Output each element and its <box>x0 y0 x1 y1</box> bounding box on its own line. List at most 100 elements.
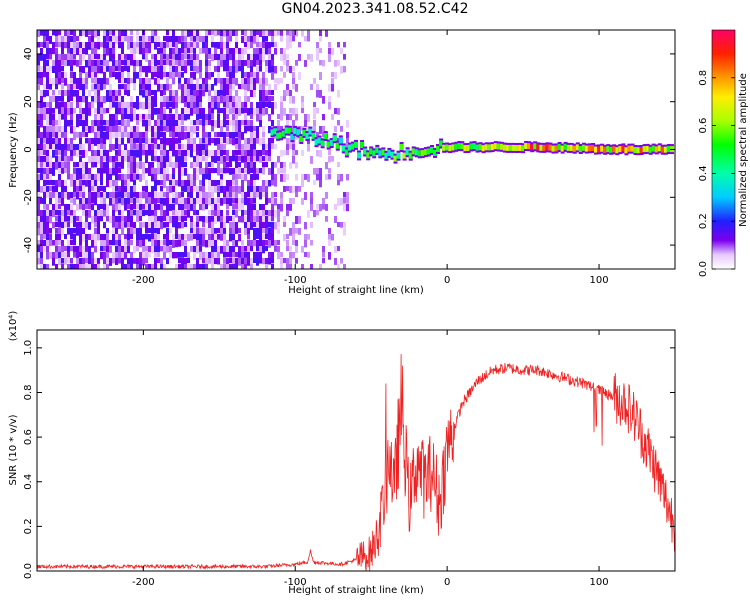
spectrogram-cell <box>217 186 220 192</box>
spectrogram-cell <box>229 156 232 163</box>
spectrogram-cell <box>127 78 130 86</box>
spectrogram-cell <box>109 48 112 56</box>
spectrogram-cell <box>205 198 208 204</box>
spectrogram-cell <box>322 126 325 134</box>
spectrogram-cell <box>85 30 88 37</box>
spectrogram-cell <box>232 204 235 210</box>
spectrogram-cell <box>223 102 226 108</box>
spectrogram-cell <box>37 132 40 140</box>
spectrogram-cell <box>160 54 163 61</box>
spectrogram-cell <box>97 204 100 212</box>
spectrogram-cell <box>163 66 166 73</box>
spectrogram-cell <box>103 150 106 158</box>
spectrogram-cell <box>337 246 340 252</box>
spectrogram-cell <box>274 180 277 187</box>
spectrogram-cell <box>184 222 187 227</box>
spectrogram-cell <box>310 240 313 246</box>
spectrogram-cell <box>280 264 283 269</box>
spectrogram-cell <box>325 216 328 222</box>
spectrogram-cell <box>160 48 163 54</box>
spectrogram-cell <box>211 30 214 36</box>
spectrogram-cell <box>265 42 268 50</box>
spectrogram-cell <box>259 138 262 146</box>
spectrogram-cell <box>343 66 346 73</box>
spectrogram-cell <box>268 144 271 152</box>
spectrogram-cell <box>289 198 292 204</box>
spectrogram-cell <box>46 48 49 55</box>
spectrogram-cell <box>121 120 124 128</box>
spectrogram-cell <box>70 36 73 44</box>
spectrogram-cell <box>130 108 133 116</box>
spectrogram-cell <box>76 204 79 211</box>
spectrogram-cell <box>184 150 187 158</box>
spectrogram-cell <box>61 240 64 247</box>
spectrogram-cell <box>103 48 106 56</box>
spectrogram-cell <box>151 198 154 205</box>
spectrogram-cell <box>211 72 214 78</box>
spectrogram-cell <box>97 168 100 174</box>
spectrogram-cell <box>241 108 244 114</box>
spectrogram-cell <box>115 66 118 72</box>
spectrogram-cell <box>94 222 97 228</box>
spectrogram-cell <box>58 60 61 68</box>
spectrogram-cell <box>94 108 97 114</box>
spectrogram-cell <box>343 228 346 236</box>
spectrogram-cell <box>512 144 516 151</box>
spectrogram-cell <box>112 72 115 77</box>
spectrogram-cell <box>163 234 166 240</box>
spectrogram-cell <box>43 42 46 48</box>
spectrogram-cell <box>337 60 340 66</box>
spectrogram-cell <box>172 72 175 79</box>
spectrogram-cell <box>157 66 160 74</box>
spectrogram-cell <box>229 78 232 85</box>
spectrogram-cell <box>94 138 97 146</box>
spectrogram-cell <box>67 108 70 116</box>
spectrogram-cell <box>250 258 253 264</box>
spectrogram-cell <box>208 180 211 186</box>
spectrogram-cell <box>154 234 157 242</box>
spectrogram-cell <box>205 78 208 85</box>
spectrogram-cell <box>244 228 247 235</box>
spectrogram-cell <box>130 234 133 240</box>
spectrogram-cell <box>58 246 61 254</box>
spectrogram-cell <box>322 60 325 67</box>
spectrogram-cell <box>196 102 199 108</box>
spectrogram-cell <box>274 192 277 198</box>
spectrogram-cell <box>196 90 199 97</box>
spectrogram-cell <box>40 186 43 193</box>
spectrogram-cell <box>169 138 172 146</box>
spectrogram-cell <box>289 30 292 37</box>
spectrogram-cell <box>37 216 40 223</box>
spectrogram-cell <box>145 132 148 140</box>
spectrogram-cell <box>295 240 298 248</box>
spectrogram-cell <box>262 108 265 116</box>
spectrogram-cell <box>91 174 94 182</box>
spectrogram-cell <box>115 90 118 97</box>
spectrogram-cell <box>193 90 196 98</box>
spectrogram-cell <box>79 216 82 223</box>
spectrogram-cell <box>67 216 70 222</box>
spectrogram-cell <box>274 42 277 48</box>
spectrogram-cell <box>259 48 262 56</box>
spectrogram-cell <box>295 162 298 169</box>
spectrogram-cell <box>241 186 244 194</box>
spectrogram-cell <box>181 264 184 269</box>
spectrogram-cell <box>106 228 109 234</box>
spectrogram-cell <box>280 192 283 199</box>
spectrogram-cell <box>148 114 151 120</box>
spectrogram-cell <box>115 162 118 170</box>
spectrogram-cell <box>250 54 253 62</box>
spectrogram-cell <box>202 234 205 242</box>
spectrogram-cell <box>220 216 223 222</box>
spectrogram-cell <box>127 192 130 199</box>
spectrogram-cell <box>130 42 133 50</box>
spectrogram-cell <box>217 150 220 156</box>
spectrogram-cell <box>214 168 217 174</box>
spectrogram-cell <box>256 168 259 175</box>
spectrogram-cell <box>247 216 250 223</box>
spectrogram-cell <box>43 264 46 269</box>
spectrogram-cell <box>43 102 46 108</box>
spectrogram-cell <box>100 234 103 241</box>
spectrogram-cell <box>384 152 389 159</box>
spectrogram-cell <box>223 252 226 258</box>
